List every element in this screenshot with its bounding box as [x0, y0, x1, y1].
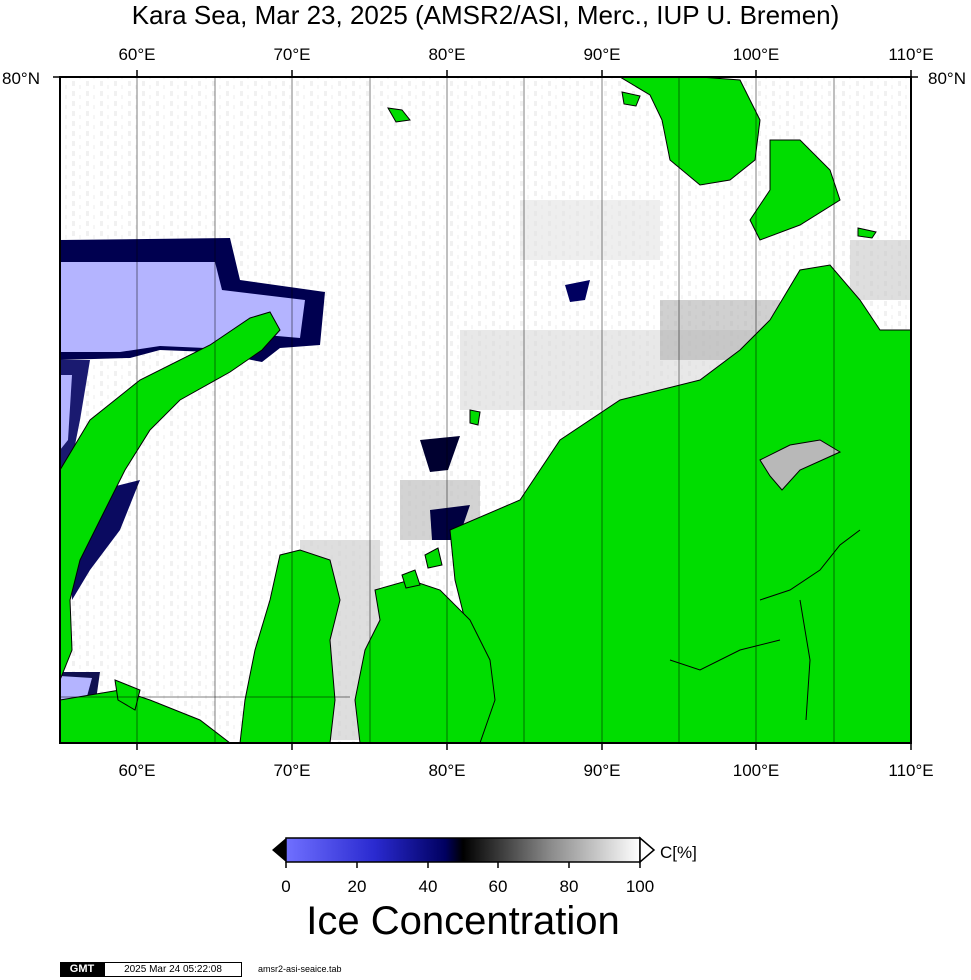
- land: [60, 77, 911, 743]
- rivers: [669, 529, 861, 721]
- colorbar-tick-label: 20: [348, 877, 367, 896]
- lon-label: 80°E: [428, 45, 465, 64]
- lon-label: 90°E: [583, 761, 620, 780]
- colorbar-tick-label: 40: [419, 877, 438, 896]
- lon-label: 70°E: [273, 761, 310, 780]
- colorbar-tick-label: 80: [560, 877, 579, 896]
- lon-label: 90°E: [583, 45, 620, 64]
- map-area: [60, 77, 911, 743]
- colorbar-high-arrow: [639, 836, 656, 864]
- colorbar: 0 20 40 60 80 100 C[%]: [272, 836, 697, 896]
- colorbar-tick-label: 60: [489, 877, 508, 896]
- lon-label: 60°E: [118, 45, 155, 64]
- lon-label: 60°E: [118, 761, 155, 780]
- axis-ticks: [53, 70, 918, 750]
- lon-label: 80°E: [428, 761, 465, 780]
- lon-label: 100°E: [733, 761, 780, 780]
- map-title: Kara Sea, Mar 23, 2025 (AMSR2/ASI, Merc.…: [131, 0, 840, 30]
- colorbar-low-arrow: [272, 838, 286, 862]
- lat-label-right: 80°N: [928, 69, 966, 88]
- top-lon-labels: 60°E 70°E 80°E 90°E 100°E 110°E: [118, 45, 933, 64]
- colorbar-gradient: [285, 837, 641, 863]
- colorbar-unit: C[%]: [660, 843, 697, 862]
- lon-label: 110°E: [888, 761, 933, 780]
- graticule: [60, 77, 835, 743]
- colorbar-tick-label: 0: [281, 877, 290, 896]
- gmt-logo: GMT: [60, 962, 104, 977]
- map-frame: [59, 76, 912, 744]
- lat-label-left: 80°N: [2, 69, 40, 88]
- timestamp: 2025 Mar 24 05:22:08: [104, 962, 242, 977]
- source-filename: amsr2-asi-seaice.tab: [258, 964, 342, 974]
- lon-label: 70°E: [273, 45, 310, 64]
- lon-label: 100°E: [733, 45, 780, 64]
- colorbar-tick-label: 100: [626, 877, 654, 896]
- colorbar-title: Ice Concentration: [306, 899, 620, 943]
- bottom-lon-labels: 60°E 70°E 80°E 90°E 100°E 110°E: [118, 761, 933, 780]
- lon-label: 110°E: [888, 45, 933, 64]
- taymyr-lake: [759, 439, 842, 491]
